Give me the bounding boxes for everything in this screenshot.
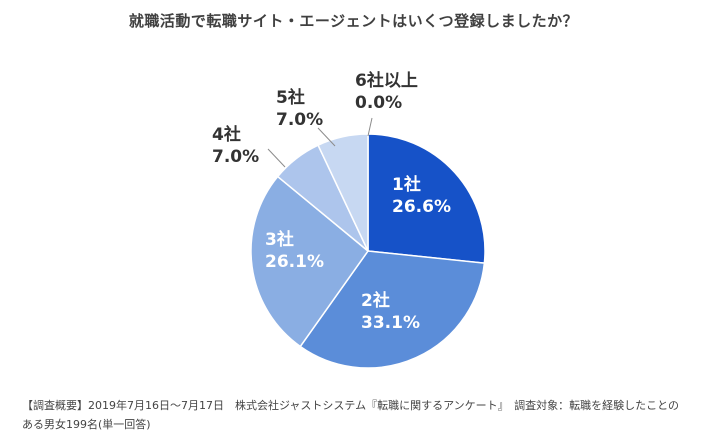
leader-lines [267, 117, 373, 168]
slice-value-label-3: 26.1% [265, 252, 324, 272]
slice-value-label-5: 7.0% [276, 110, 323, 130]
chart-title: 就職活動で転職サイト・エージェントはいくつ登録しましたか？ [128, 12, 579, 30]
slice-labels: 1社26.6%2社33.1%3社26.1%4社7.0%5社7.0%6社以上0.0… [212, 70, 451, 333]
slice-value-label-2: 33.1% [361, 313, 420, 333]
pie-slice-3 [250, 175, 370, 348]
pie-slice-2 [299, 250, 486, 369]
slice-category-label-3: 3社 [265, 229, 294, 250]
slice-category-label-6: 6社以上 [355, 70, 418, 91]
leader-line-5 [317, 127, 336, 147]
leader-line-4 [267, 148, 286, 168]
slice-value-label-4: 7.0% [212, 147, 259, 167]
survey-footnote: 【調査概要】2019年7月16日～7月17日 株式会社ジャストシステム『転職に関… [22, 399, 680, 431]
pie-slice-1 [367, 133, 486, 264]
leader-line-6 [367, 117, 373, 137]
pie-chart: 1社26.6%2社33.1%3社26.1%4社7.0%5社7.0%6社以上0.0… [212, 70, 486, 369]
slice-category-label-1: 1社 [392, 174, 421, 195]
slice-category-label-4: 4社 [212, 124, 241, 145]
slice-value-label-1: 26.6% [392, 197, 451, 217]
slice-category-label-5: 5社 [276, 87, 305, 108]
slice-category-label-2: 2社 [361, 290, 390, 311]
slice-value-label-6: 0.0% [355, 93, 402, 113]
